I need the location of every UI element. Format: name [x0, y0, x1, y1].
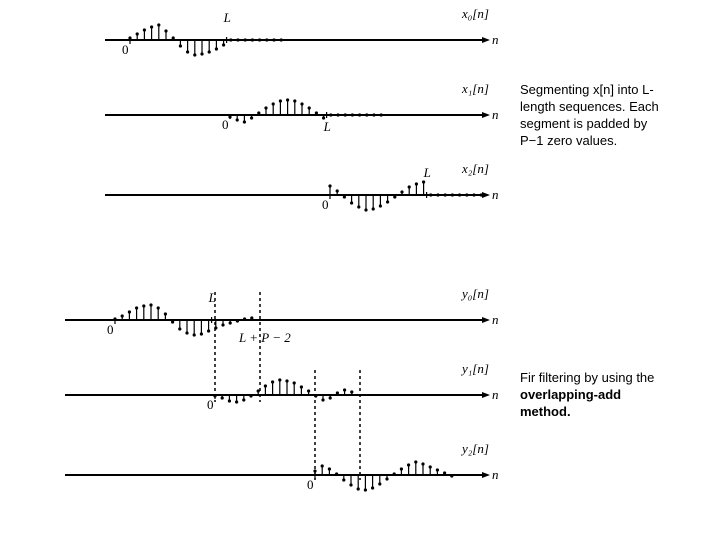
svg-text:y₀[n]: y₀[n] [460, 286, 489, 301]
svg-text:x₀[n]: x₀[n] [461, 6, 489, 21]
svg-text:0: 0 [107, 322, 114, 337]
svg-text:n: n [492, 32, 499, 47]
svg-text:0: 0 [322, 197, 329, 212]
cap2-l2: method. [520, 404, 571, 419]
svg-text:0: 0 [222, 117, 229, 132]
cap1-l3: P−1 zero values. [520, 133, 617, 148]
caption-overlap-add: Fir filtering by using the overlapping-a… [520, 370, 710, 421]
stem-plot: ny₁[n] 0 [60, 360, 510, 430]
svg-text:n: n [492, 467, 499, 482]
svg-text:0: 0 [307, 477, 314, 492]
cap2-l1: overlapping-add [520, 387, 621, 402]
cap1-l2: segment is padded by [520, 116, 647, 131]
svg-text:n: n [492, 312, 499, 327]
svg-text:x₁[n]: x₁[n] [461, 81, 489, 96]
svg-text:L: L [323, 119, 331, 134]
svg-text:n: n [492, 107, 499, 122]
caption-segmenting: Segmenting x[n] into L- length sequences… [520, 82, 710, 150]
svg-text:x₂[n]: x₂[n] [461, 161, 489, 176]
cap2-l0: Fir filtering by using the [520, 370, 654, 385]
stem-plot: nx₁[n] 0 L [100, 80, 510, 150]
svg-text:L: L [208, 290, 216, 305]
svg-text:n: n [492, 387, 499, 402]
stem-plot: ny₀[n] 0 L L + P − 2 [60, 285, 510, 355]
cap1-l1: length sequences. Each [520, 99, 659, 114]
stem-plot: ny₂[n] 0 [60, 440, 510, 510]
svg-text:y₁[n]: y₁[n] [460, 361, 489, 376]
stem-plot: nx₂[n] 0 L [100, 160, 510, 230]
svg-text:n: n [492, 187, 499, 202]
svg-text:L + P − 2: L + P − 2 [238, 330, 291, 345]
stem-plot: nx₀[n] 0 L [100, 5, 510, 75]
svg-text:y₂[n]: y₂[n] [460, 441, 489, 456]
cap1-l0: Segmenting x[n] into L- [520, 82, 654, 97]
svg-text:L: L [423, 165, 431, 180]
svg-text:L: L [223, 10, 231, 25]
svg-text:0: 0 [122, 42, 129, 57]
svg-text:0: 0 [207, 397, 214, 412]
